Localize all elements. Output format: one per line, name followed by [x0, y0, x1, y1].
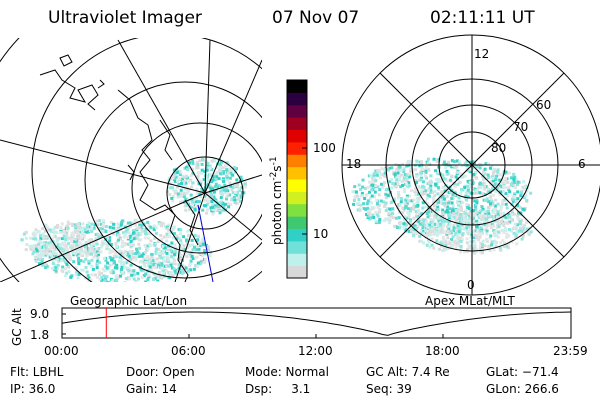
colorbar: [286, 79, 308, 279]
aurora-intensity-left: [20, 157, 248, 282]
mlat-label-80: 80: [491, 141, 507, 155]
timeline-ylabel: GC Alt: [10, 308, 24, 346]
timeline-xtick-2: 12:00: [298, 344, 333, 358]
colorbar-cell: [287, 253, 307, 267]
timeline-xtick-0: 00:00: [44, 344, 79, 358]
left-panel-caption: Geographic Lat/Lon: [70, 294, 188, 308]
altitude-curve: [61, 311, 572, 336]
info-door: Door: Open: [126, 365, 195, 379]
satellite-ground-track: [197, 204, 214, 282]
info-glon: GLon: 266.6: [486, 382, 559, 396]
info-gc-alt: GC Alt: 7.4 Re: [366, 365, 450, 379]
colorbar-cell: [287, 117, 307, 131]
mlt-label-18: 18: [346, 157, 362, 171]
timeline-xtick-1: 06:00: [171, 344, 206, 358]
colorbar-cell: [287, 154, 307, 168]
timeline-ytick-top: 9.0: [30, 307, 50, 321]
colorbar-cell: [287, 216, 307, 230]
mlt-label-0: 0: [467, 278, 475, 292]
aurora-intensity-right: [351, 157, 533, 255]
colorbar-unit-label: photon cm-2s-1: [269, 156, 284, 245]
mlat-label-70: 70: [513, 120, 529, 134]
info-ip: IP: 36.0: [10, 382, 56, 396]
info-seq: Seq: 39: [366, 382, 412, 396]
geographic-map-panel: [0, 38, 262, 282]
timeline-xtick-3: 18:00: [425, 344, 460, 358]
info-mode: Mode: Normal: [245, 365, 329, 379]
info-glat: GLat: −71.4: [486, 365, 559, 379]
colorbar-tick-10: 10: [313, 227, 329, 241]
polar-grid: [341, 34, 600, 296]
timeline-xtick-4: 23:59: [553, 344, 588, 358]
polar-mlt-panel: [341, 34, 600, 296]
timeline-ytick-bottom: 1.8: [30, 328, 50, 342]
colorbar-cell: [287, 179, 307, 192]
right-panel-caption: Apex MLat/MLT: [425, 294, 515, 308]
colorbar-cell: [287, 191, 307, 205]
coastlines: [39, 54, 199, 282]
colorbar-cell: [287, 141, 307, 155]
colorbar-cell: [287, 166, 307, 180]
mlt-label-12: 12: [474, 47, 490, 61]
colorbar-cell: [287, 240, 307, 254]
info-dsp: Dsp: 3.1: [245, 382, 311, 396]
mlat-label-60: 60: [536, 98, 552, 112]
altitude-timeline: [61, 307, 572, 339]
mlt-label-6: 6: [578, 157, 586, 171]
colorbar-cell: [287, 104, 307, 118]
colorbar-cell: [287, 203, 307, 217]
info-filter: Flt: LBHL: [10, 365, 64, 379]
colorbar-tick-100: 100: [313, 141, 336, 155]
colorbar-cell: [287, 129, 307, 143]
colorbar-cell: [287, 265, 307, 279]
observation-date: 07 Nov 07: [272, 8, 360, 28]
info-gain: Gain: 14: [126, 382, 177, 396]
instrument-title: Ultraviolet Imager: [48, 8, 202, 28]
colorbar-cell: [287, 228, 307, 242]
observation-time: 02:11:11 UT: [430, 8, 535, 28]
colorbar-cell: [287, 92, 307, 106]
map-grid: [0, 38, 262, 282]
colorbar-cell: [287, 80, 307, 93]
